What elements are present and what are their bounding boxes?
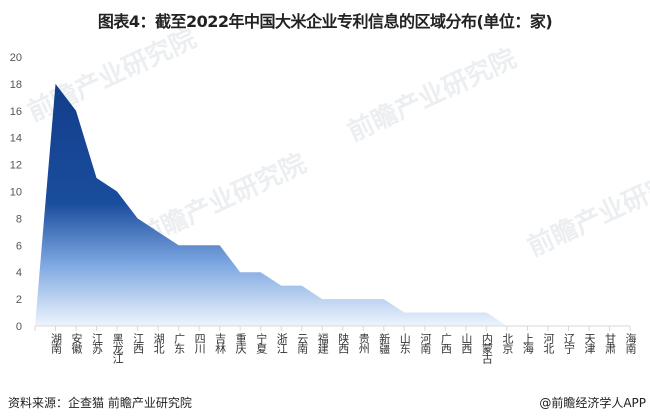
x-tick-label: 宁夏 <box>254 333 268 353</box>
x-tick-label: 海南 <box>624 333 637 353</box>
x-tick-label: 浙江 <box>275 333 289 353</box>
credit: @前瞻经济学人APP <box>539 396 646 410</box>
x-tick-label: 甘肃 <box>603 333 617 353</box>
y-tick-label: 2 <box>16 294 22 306</box>
x-tick-label: 吉林 <box>213 333 227 353</box>
x-tick-label: 福建 <box>316 333 330 353</box>
y-tick-label: 4 <box>16 267 22 279</box>
x-tick-label: 贵州 <box>357 333 371 353</box>
y-tick-label: 12 <box>10 160 22 172</box>
x-tick-label: 河南 <box>418 333 432 353</box>
x-tick-label: 云南 <box>295 333 309 353</box>
y-tick-label: 18 <box>10 79 22 91</box>
y-tick-label: 8 <box>16 213 22 225</box>
x-tick-label: 陕西 <box>336 333 350 353</box>
x-tick-label: 河北 <box>541 333 555 353</box>
x-tick-label: 天津 <box>582 333 596 353</box>
y-tick-label: 16 <box>10 106 22 118</box>
x-tick-label: 新疆 <box>377 333 391 353</box>
x-tick-label: 辽宁 <box>562 333 576 353</box>
x-tick-label: 广西 <box>439 333 453 353</box>
y-tick-label: 0 <box>16 321 22 333</box>
y-tick-label: 10 <box>10 187 22 199</box>
x-tick-label: 山西 <box>459 333 473 353</box>
x-tick-label: 安徽 <box>70 333 84 353</box>
x-tick-label: 重庆 <box>234 333 248 353</box>
y-tick-label: 6 <box>16 240 22 252</box>
x-tick-label: 北京 <box>500 333 514 353</box>
source-note: 资料来源：企查猫 前瞻产业研究院 <box>8 396 192 410</box>
x-tick-label: 广东 <box>172 333 186 353</box>
y-tick-label: 20 <box>10 52 22 64</box>
x-tick-label: 湖北 <box>152 333 166 353</box>
x-tick-label: 湖南 <box>49 333 63 353</box>
x-tick-label: 内蒙古 <box>480 333 494 363</box>
x-tick-label: 黑龙江 <box>111 333 125 363</box>
x-tick-label: 江苏 <box>90 333 104 353</box>
y-tick-label: 14 <box>10 133 22 145</box>
area-series <box>35 83 630 327</box>
chart-title: 图表4：截至2022年中国大米企业专利信息的区域分布(单位：家) <box>97 12 553 31</box>
x-tick-label: 上海 <box>521 333 535 353</box>
x-tick-label: 江西 <box>131 333 145 353</box>
x-tick-label: 四川 <box>193 333 207 353</box>
x-tick-label: 山东 <box>398 333 412 353</box>
